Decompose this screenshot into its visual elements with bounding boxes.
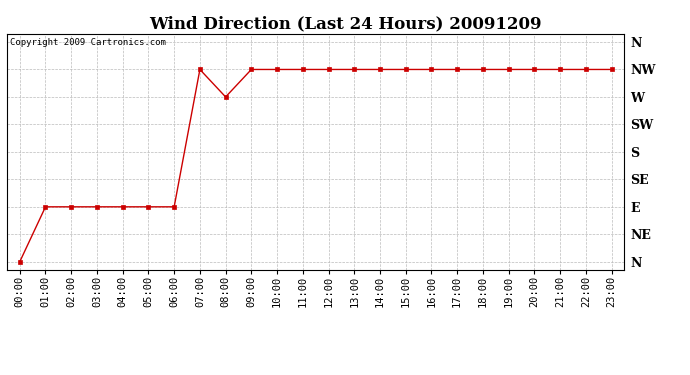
Text: Wind Direction (Last 24 Hours) 20091209: Wind Direction (Last 24 Hours) 20091209 [149, 15, 541, 32]
Text: Copyright 2009 Cartronics.com: Copyright 2009 Cartronics.com [10, 39, 166, 48]
